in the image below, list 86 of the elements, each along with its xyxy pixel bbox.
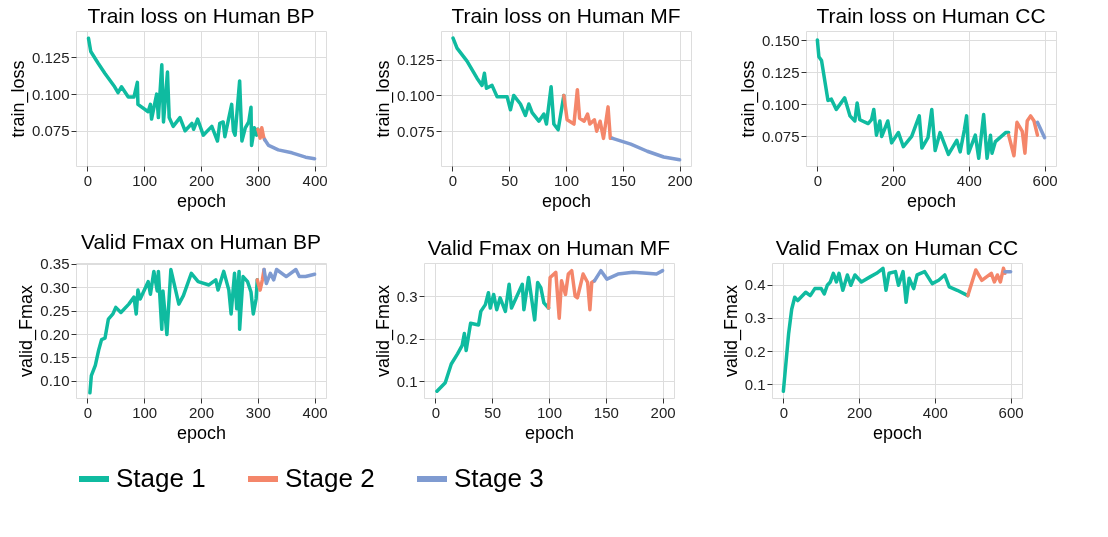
line-series [1006, 114, 1040, 158]
x-axis-title: epoch [541, 190, 592, 211]
line-series [562, 87, 615, 141]
y-tick-label: 0.125 [396, 51, 435, 69]
chart-title: Train loss on Human BP [87, 4, 315, 27]
x-tick-label: 150 [593, 403, 619, 421]
y-tick-label: 0.100 [396, 86, 435, 104]
y-tick-label: 0.2 [744, 342, 766, 360]
x-tick-label: 100 [536, 403, 563, 421]
y-tick-label: 0.3 [744, 309, 766, 327]
y-tick-label: 0.075 [31, 122, 70, 140]
chart-title: Valid Fmax on Human BP [80, 229, 322, 253]
y-tick-label: 0.125 [761, 63, 800, 81]
x-tick-label: 200 [847, 403, 873, 421]
y-tick-label: 0.100 [31, 85, 70, 103]
x-tick-label: 100 [553, 171, 580, 189]
x-tick-label: 0 [431, 403, 441, 421]
x-tick-label: 200 [188, 171, 215, 189]
x-axis-title: epoch [176, 422, 227, 443]
x-tick-label: 400 [956, 171, 982, 189]
x-tick-label: 400 [302, 403, 328, 421]
y-tick-label: 0.35 [40, 255, 70, 273]
y-tick-label: 0.1 [396, 372, 418, 390]
line-series [546, 268, 597, 320]
legend-label: Stage 2 [285, 463, 375, 493]
chart-title: Train loss on Human MF [451, 4, 681, 27]
y-tick-label: 0.3 [396, 287, 418, 305]
chart-title: Train loss on Human CC [816, 4, 1046, 27]
line-series [610, 136, 682, 162]
x-tick-label: 0 [83, 171, 93, 189]
line-series [966, 266, 1007, 298]
y-tick-label: 0.125 [31, 48, 70, 66]
x-axis-title: epoch [176, 190, 227, 211]
x-tick-label: 400 [302, 171, 328, 189]
x-tick-label: 0 [448, 171, 458, 189]
y-tick-label: 0.30 [40, 278, 70, 296]
line-series [451, 36, 566, 132]
x-tick-label: 150 [610, 171, 636, 189]
y-tick-label: 0.100 [761, 95, 800, 113]
y-axis-title: valid_Fmax [720, 284, 742, 378]
x-tick-label: 400 [922, 403, 948, 421]
y-tick-label: 0.15 [40, 348, 70, 366]
y-tick-label: 0.20 [40, 325, 70, 343]
x-tick-label: 200 [650, 403, 676, 421]
x-tick-label: 0 [813, 171, 823, 189]
x-tick-label: 100 [132, 171, 158, 189]
line-series [86, 36, 260, 148]
y-tick-label: 0.2 [396, 330, 418, 348]
y-tick-label: 0.1 [744, 375, 766, 393]
chart-title: Valid Fmax on Human MF [427, 236, 671, 259]
line-series [262, 137, 317, 161]
x-tick-label: 600 [998, 403, 1024, 421]
x-tick-label: 200 [188, 403, 215, 421]
x-tick-label: 600 [1032, 171, 1058, 189]
y-tick-label: 0.4 [744, 276, 766, 294]
x-tick-label: 50 [501, 171, 519, 189]
legend-label: Stage 1 [116, 463, 206, 493]
y-tick-label: 0.25 [40, 302, 70, 320]
y-tick-label: 0.075 [761, 127, 800, 145]
chart-title: Valid Fmax on Human CC [775, 236, 1019, 259]
line-series [88, 267, 259, 395]
y-axis-title: train_loss [7, 60, 29, 138]
y-tick-label: 0.075 [396, 122, 435, 140]
y-axis-title: valid_Fmax [16, 284, 38, 378]
line-series [781, 266, 970, 394]
x-tick-label: 50 [484, 403, 502, 421]
x-tick-label: 0 [83, 403, 93, 421]
line-series [815, 38, 1011, 161]
y-axis-title: train_loss [737, 60, 759, 138]
legend-label: Stage 3 [454, 463, 544, 493]
x-tick-label: 300 [245, 171, 271, 189]
x-tick-label: 300 [245, 403, 271, 421]
x-tick-label: 200 [881, 171, 907, 189]
x-axis-title: epoch [872, 422, 923, 443]
line-series [262, 267, 317, 286]
x-axis-title: epoch [524, 422, 575, 443]
x-tick-label: 100 [132, 403, 158, 421]
line-series [256, 126, 267, 142]
line-series [592, 268, 665, 283]
y-tick-label: 0.10 [40, 372, 70, 390]
y-axis-title: train_loss [372, 60, 394, 138]
y-axis-title: valid_Fmax [372, 284, 394, 378]
y-tick-label: 0.150 [761, 31, 800, 49]
x-tick-label: 0 [779, 403, 789, 421]
x-tick-label: 200 [667, 171, 693, 189]
x-axis-title: epoch [906, 190, 957, 211]
